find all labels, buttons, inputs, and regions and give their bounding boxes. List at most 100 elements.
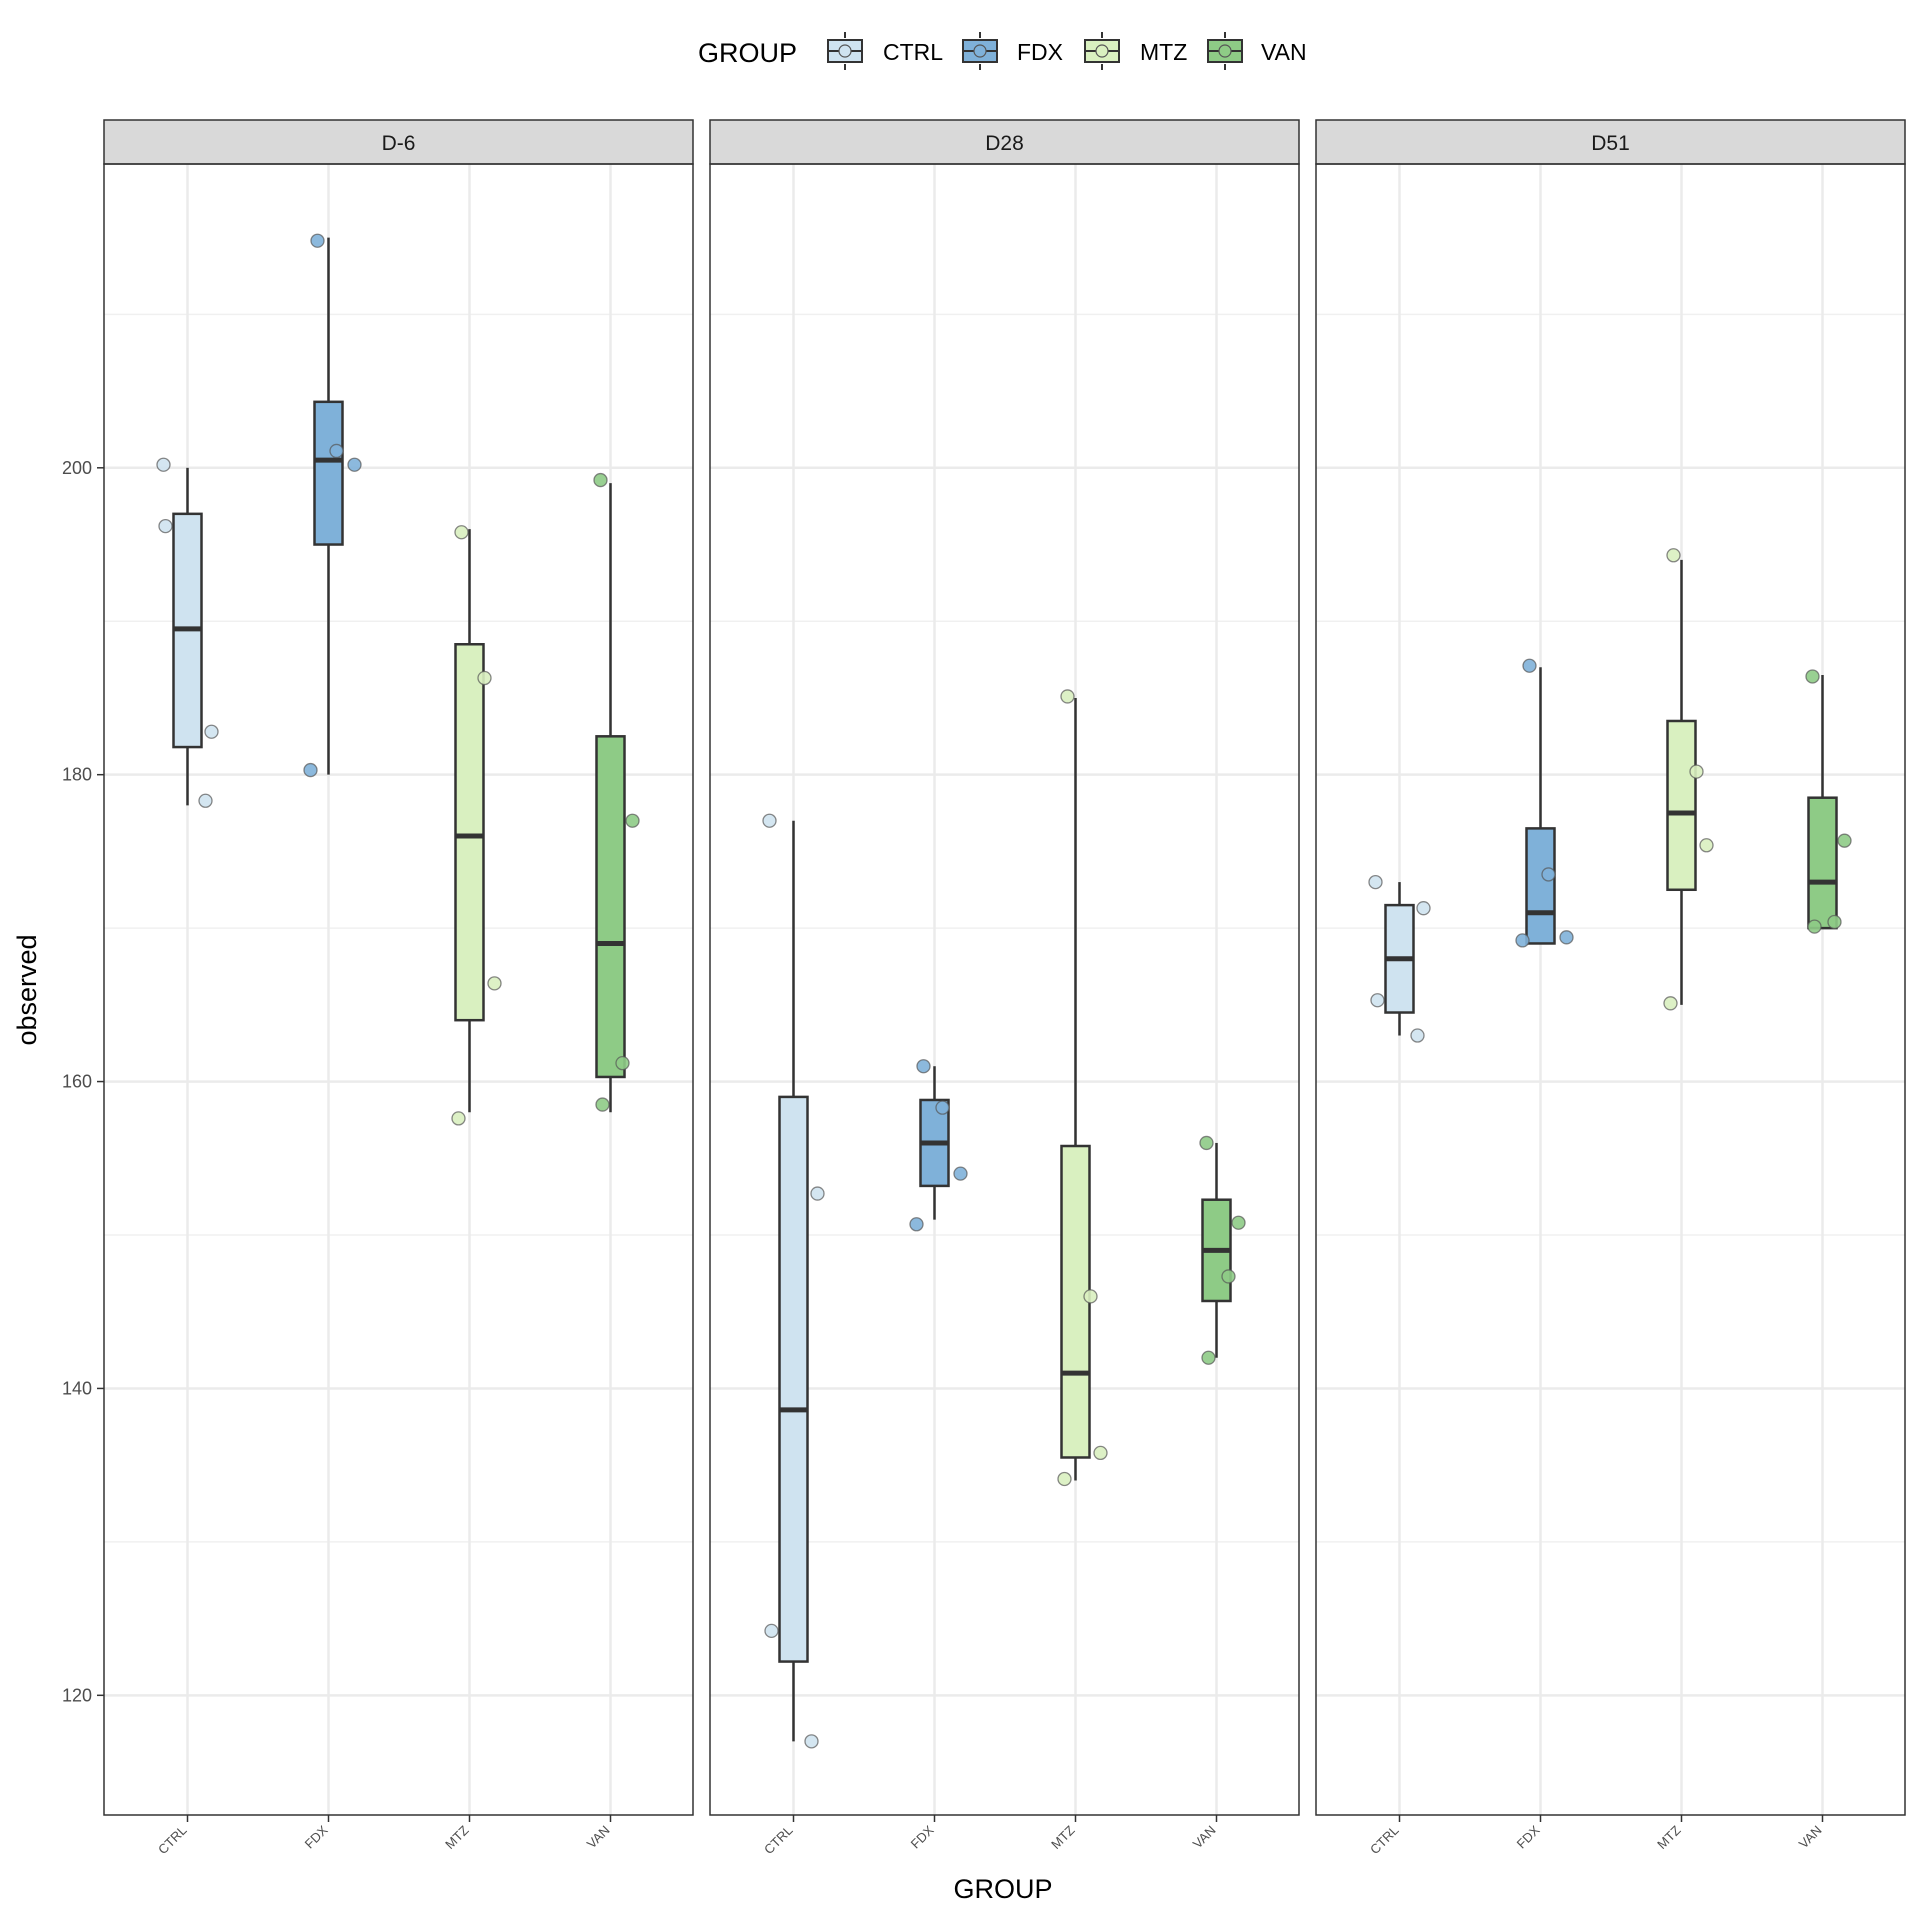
y-tick-label: 200	[62, 458, 92, 478]
data-point	[1221, 1269, 1236, 1284]
x-tick-label: FDX	[302, 1822, 331, 1851]
data-point	[1666, 548, 1681, 563]
y-tick-label: 180	[62, 765, 92, 785]
box-ctrl	[762, 813, 825, 1749]
data-point	[454, 525, 469, 540]
box-mtz	[451, 525, 502, 1126]
legend-key-point	[1218, 44, 1232, 58]
legend-label: MTZ	[1140, 39, 1187, 65]
data-point	[1060, 689, 1075, 704]
data-point	[764, 1623, 779, 1639]
data-point	[953, 1166, 968, 1181]
x-tick-label: CTRL	[761, 1823, 796, 1858]
x-tick-label: FDX	[908, 1822, 937, 1851]
data-point	[1663, 996, 1678, 1011]
x-tick-label: VAN	[1796, 1823, 1825, 1852]
data-point	[347, 457, 362, 472]
data-point	[916, 1059, 931, 1074]
data-point	[1201, 1350, 1216, 1365]
box-van	[1805, 669, 1852, 934]
data-point	[804, 1734, 819, 1749]
data-point	[1368, 874, 1383, 890]
data-point	[1807, 919, 1822, 934]
x-tick-label: VAN	[1190, 1823, 1219, 1852]
data-point	[810, 1186, 825, 1201]
x-tick-label: CTRL	[1367, 1823, 1402, 1858]
legend-key-point	[973, 44, 987, 58]
data-point	[1559, 930, 1574, 945]
panel-background	[104, 164, 693, 1815]
data-point	[909, 1217, 924, 1232]
data-point	[1083, 1289, 1098, 1304]
legend-title: GROUP	[698, 38, 797, 68]
legend: GROUP CTRL FDX MTZ VAN	[698, 32, 1307, 70]
data-point	[156, 457, 171, 472]
box-van	[1199, 1135, 1246, 1365]
x-tick-label: MTZ	[1048, 1822, 1078, 1852]
box-fdx	[303, 233, 362, 778]
data-point	[1805, 669, 1820, 684]
x-tick-label: FDX	[1514, 1822, 1543, 1851]
data-point	[1370, 993, 1385, 1008]
data-point	[1827, 914, 1842, 930]
data-point	[1416, 901, 1431, 916]
x-axis-title: GROUP	[953, 1874, 1052, 1904]
facet-label: D-6	[382, 132, 416, 155]
panel-d28: D28 CTRL FDX MTZ VAN	[709, 119, 1300, 1858]
data-point	[204, 724, 219, 739]
box-iqr	[595, 735, 626, 1079]
box-mtz	[1663, 548, 1714, 1011]
box-iqr	[1807, 796, 1838, 930]
data-point	[1515, 933, 1530, 948]
box-fdx	[1515, 658, 1574, 948]
data-point	[615, 1056, 630, 1071]
data-point	[198, 793, 213, 808]
y-tick-label: 160	[62, 1072, 92, 1092]
data-point	[477, 670, 492, 686]
box-iqr	[454, 643, 485, 1022]
x-tick-label: CTRL	[155, 1823, 190, 1858]
x-tick-label: MTZ	[1654, 1822, 1684, 1852]
data-point	[1699, 838, 1714, 853]
data-point	[935, 1100, 950, 1115]
y-axis: 120 140 160 180 200	[62, 458, 104, 1705]
legend-label: CTRL	[883, 39, 943, 65]
data-point	[1522, 658, 1537, 673]
facet-strip	[709, 119, 1300, 165]
panel-border	[103, 163, 694, 1816]
data-point	[329, 443, 344, 459]
data-point	[1231, 1215, 1246, 1230]
panel-border	[1315, 163, 1906, 1816]
y-tick-label: 140	[62, 1378, 92, 1398]
data-point	[625, 813, 640, 828]
x-tick-label: VAN	[584, 1823, 613, 1852]
panel-border	[709, 163, 1300, 1816]
data-point	[595, 1097, 610, 1112]
data-point	[1541, 867, 1556, 882]
legend-key-point	[1095, 44, 1109, 58]
box-iqr	[1666, 719, 1697, 892]
facet-label: D51	[1591, 132, 1630, 155]
data-point	[310, 233, 325, 248]
data-point	[158, 518, 173, 534]
data-point	[1199, 1135, 1214, 1151]
legend-key-point	[838, 44, 852, 58]
box-iqr	[1060, 1144, 1091, 1459]
data-point	[1093, 1445, 1108, 1461]
box-ctrl	[156, 457, 219, 808]
box-van	[593, 472, 640, 1113]
data-point	[1410, 1028, 1425, 1043]
box-iqr	[1525, 827, 1556, 945]
data-point	[1689, 764, 1704, 779]
y-tick-label: 120	[62, 1685, 92, 1705]
panel-d51: D51 CTRL FDX MTZ VAN	[1315, 119, 1906, 1858]
data-point	[762, 813, 777, 828]
data-point	[451, 1111, 466, 1126]
data-point	[303, 762, 318, 778]
data-point	[487, 976, 502, 991]
y-axis-title: observed	[12, 934, 42, 1045]
data-point	[1837, 833, 1852, 848]
facet-label: D28	[985, 132, 1024, 155]
data-point	[593, 472, 608, 488]
